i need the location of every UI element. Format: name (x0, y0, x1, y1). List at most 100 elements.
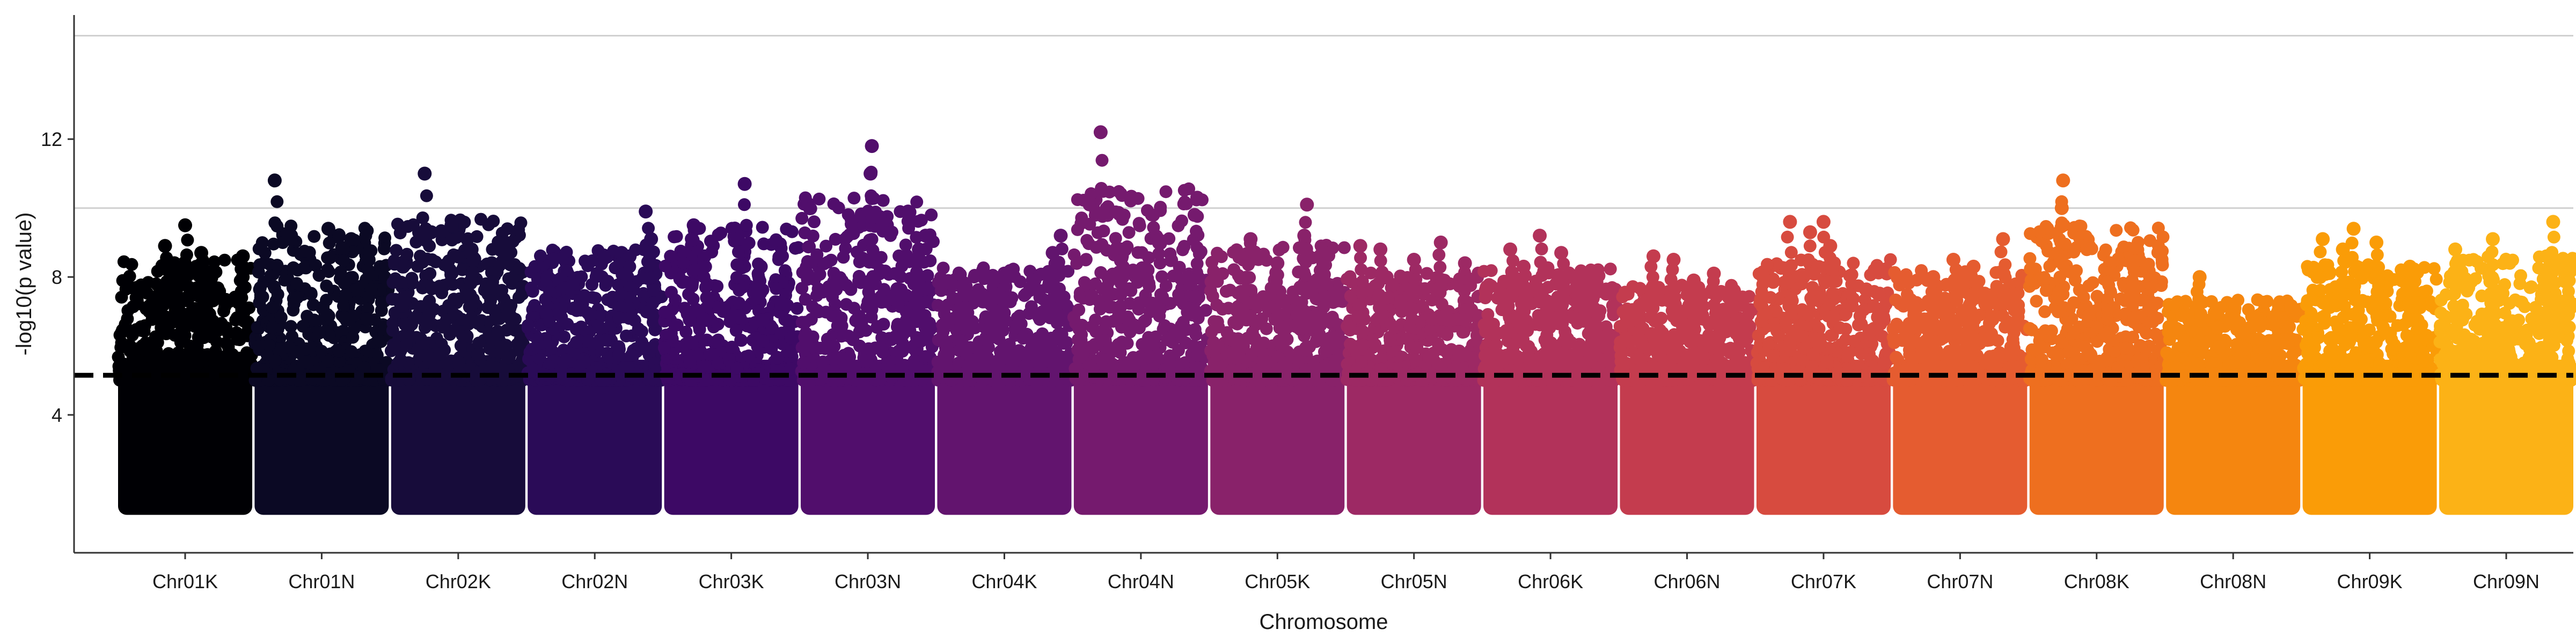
data-point (1592, 285, 1606, 298)
data-point (898, 322, 911, 335)
data-point (466, 254, 479, 267)
data-point (218, 253, 231, 267)
data-point (1295, 296, 1308, 309)
data-point (612, 349, 626, 362)
data-point (268, 216, 282, 230)
data-point (621, 270, 634, 284)
data-point (707, 336, 721, 349)
data-point (464, 277, 478, 290)
data-point (139, 336, 152, 349)
data-point (560, 353, 573, 367)
data-point (465, 311, 478, 324)
data-point (1604, 262, 1617, 276)
data-point (266, 301, 279, 314)
data-point (888, 331, 901, 343)
top-data-point (178, 218, 192, 232)
data-point (862, 342, 875, 355)
data-point (445, 233, 459, 247)
data-point (456, 263, 469, 276)
data-point (256, 290, 269, 304)
data-point (309, 259, 323, 272)
data-point (491, 325, 504, 338)
data-point (464, 288, 477, 302)
data-point (646, 271, 659, 284)
data-point (770, 282, 783, 295)
data-point (487, 303, 501, 317)
data-point (321, 354, 335, 368)
data-point (742, 349, 756, 363)
data-point (1071, 223, 1084, 236)
data-point (1216, 303, 1229, 316)
data-point (240, 346, 253, 360)
data-point (772, 251, 786, 264)
data-point (266, 321, 279, 334)
data-point (696, 312, 709, 325)
data-point (447, 292, 460, 306)
data-point (592, 310, 606, 323)
data-point (1256, 337, 1270, 350)
data-point (359, 229, 372, 243)
data-point (704, 348, 717, 361)
data-point (956, 317, 969, 330)
series-Chr03K (657, 177, 805, 515)
data-point (647, 245, 660, 259)
series-Chr02N (521, 204, 669, 515)
data-point (196, 268, 209, 281)
data-point (1244, 309, 1257, 323)
top-data-point (918, 229, 933, 243)
data-point (211, 281, 225, 295)
data-point (1400, 332, 1413, 346)
data-point (587, 337, 600, 350)
data-point (312, 269, 326, 282)
data-point (407, 218, 420, 231)
data-point (489, 361, 503, 375)
series-Chr02K (384, 166, 531, 515)
data-point (876, 346, 889, 359)
data-point (500, 236, 513, 249)
series-dense-band (528, 360, 662, 515)
data-point (999, 314, 1013, 327)
data-point (393, 355, 406, 368)
data-point (304, 288, 318, 301)
data-point (1298, 269, 1312, 282)
data-point (386, 317, 400, 330)
data-point (1135, 246, 1148, 259)
data-point (1046, 279, 1060, 292)
data-point (1299, 309, 1312, 322)
data-point (262, 339, 276, 352)
data-point (1190, 257, 1204, 270)
data-point (196, 311, 209, 325)
data-point (623, 312, 636, 325)
data-point (312, 326, 326, 340)
data-point (423, 308, 436, 321)
data-point (1422, 350, 1436, 364)
data-point (876, 194, 890, 207)
data-point (601, 293, 614, 306)
data-point (621, 361, 635, 375)
data-point (1409, 353, 1423, 367)
data-point (1298, 282, 1311, 296)
data-point (604, 319, 617, 332)
data-point (1373, 288, 1386, 302)
data-point (1245, 348, 1258, 361)
data-point (270, 259, 284, 272)
data-point (237, 260, 250, 273)
data-point (1243, 271, 1256, 284)
data-point (253, 258, 267, 272)
data-point (274, 311, 288, 324)
data-point (290, 277, 303, 290)
data-point (1499, 324, 1513, 337)
data-point (939, 349, 953, 362)
data-point (509, 312, 522, 326)
data-point (282, 341, 295, 354)
data-point (333, 354, 346, 368)
data-point (1070, 257, 1084, 270)
top-data-point (1093, 125, 1108, 140)
data-point (838, 232, 852, 246)
data-point (1481, 308, 1495, 321)
data-point (301, 310, 314, 323)
data-point (912, 277, 926, 290)
data-point (1108, 361, 1122, 375)
data-point (238, 281, 252, 294)
data-point (623, 260, 636, 273)
